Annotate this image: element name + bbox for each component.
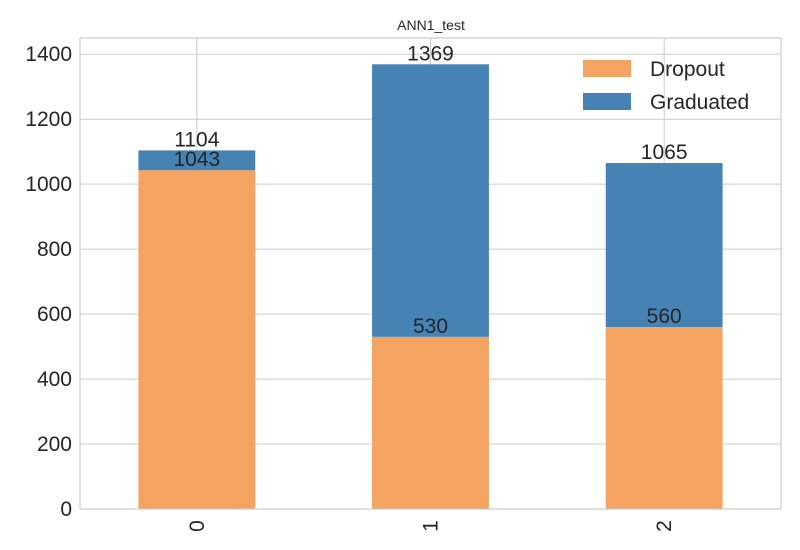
plot-frame: [79, 37, 782, 510]
axes: 0 200 400 600 800 1000 1200 1400 0 1 2: [25, 43, 676, 532]
bar-dropout-2: [605, 327, 723, 509]
y-tick-label: 400: [37, 368, 72, 391]
bar-graduated-2: [605, 163, 723, 328]
data-label-total: 1065: [641, 141, 688, 164]
data-label-dropout: 560: [647, 305, 682, 328]
legend-swatch-dropout: [583, 60, 631, 77]
legend: Dropout Graduated: [583, 58, 749, 114]
x-tick-label: 0: [186, 520, 209, 532]
bar-graduated-0: [138, 150, 256, 171]
x-tick-label: 2: [653, 520, 676, 532]
y-tick-label: 200: [37, 433, 72, 456]
legend-label-dropout: Dropout: [650, 58, 725, 81]
data-label-total: 1104: [174, 128, 219, 151]
y-tick-label: 1400: [25, 43, 72, 66]
bar-graduated-1: [372, 64, 489, 337]
data-label-dropout: 1043: [173, 148, 220, 171]
bar-dropout-0: [138, 170, 256, 509]
y-tick-label: 600: [37, 303, 72, 326]
y-tick-label: 1000: [25, 173, 72, 196]
legend-label-graduated: Graduated: [650, 91, 749, 114]
y-tick-label: 0: [60, 498, 72, 521]
y-tick-label: 800: [37, 238, 72, 261]
data-label-total: 1369: [407, 42, 454, 65]
chart-title: ANN1_test: [397, 17, 465, 33]
y-tick-label: 1200: [25, 108, 72, 131]
x-tick-label: 1: [420, 520, 443, 532]
legend-swatch-graduated: [583, 93, 631, 110]
bar-dropout-1: [372, 336, 489, 509]
bars: [138, 64, 723, 509]
data-label-dropout: 530: [413, 315, 448, 338]
